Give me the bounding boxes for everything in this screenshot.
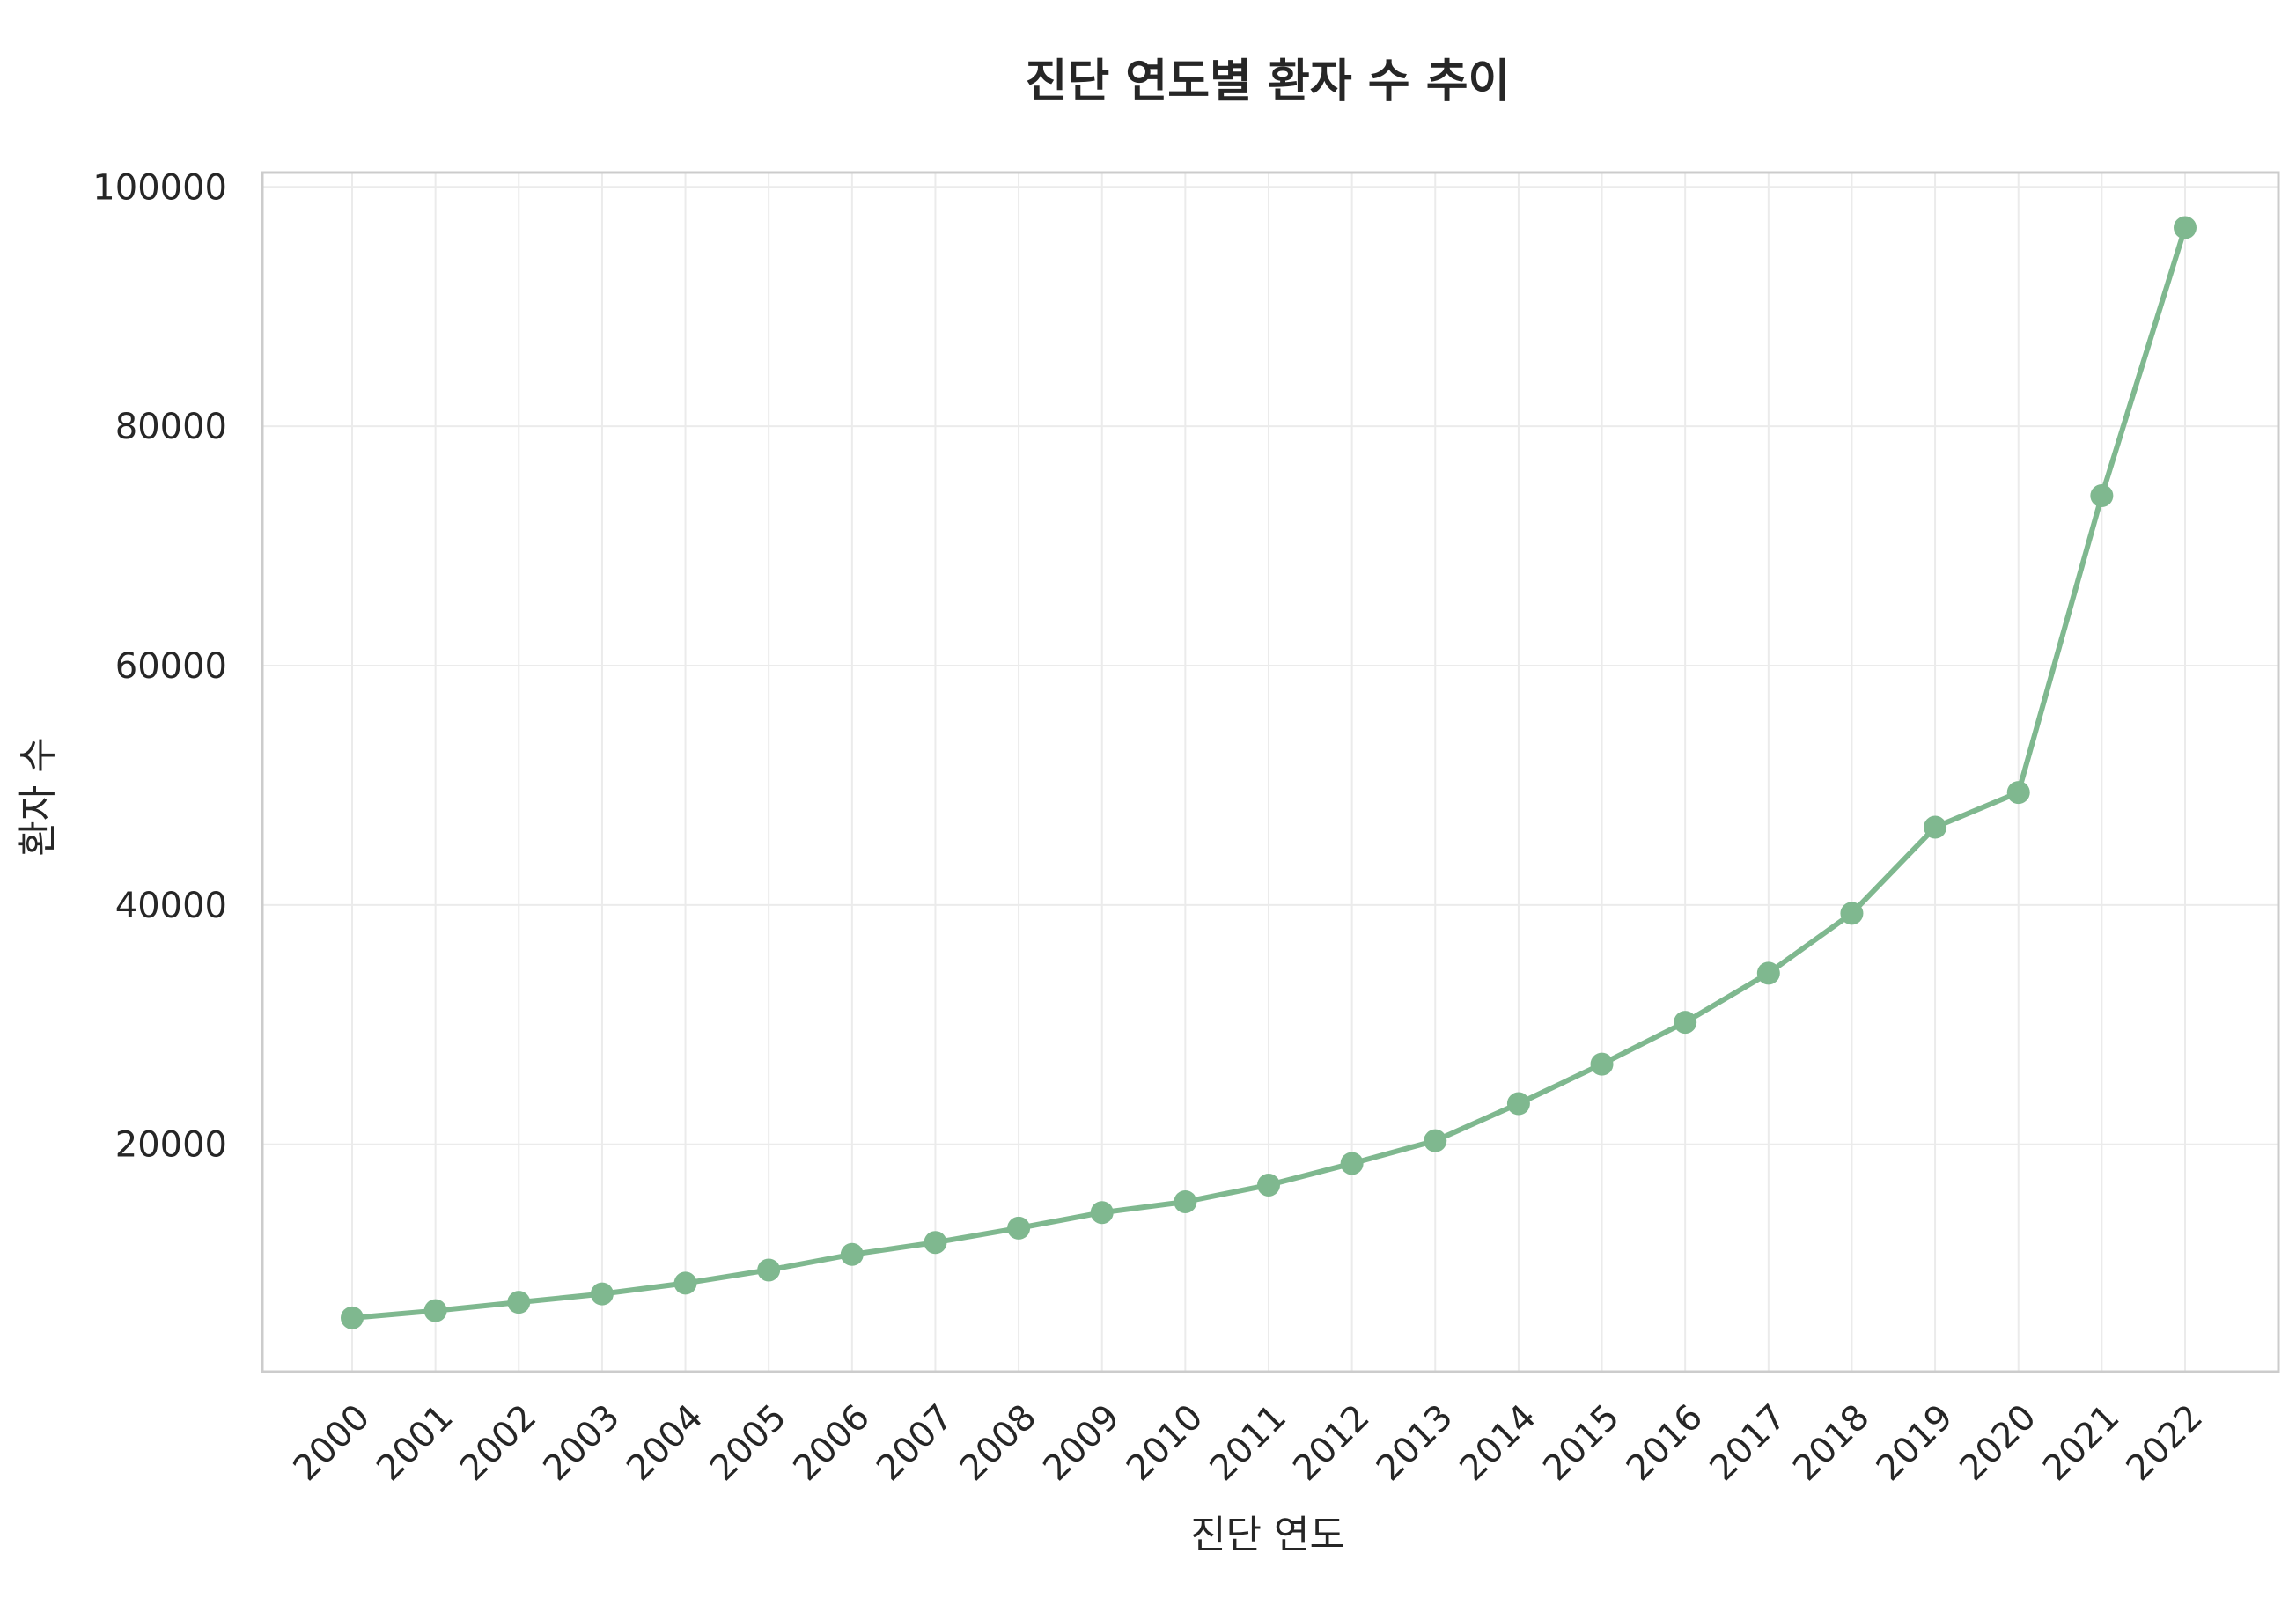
- data-point: [341, 1306, 364, 1329]
- x-tick-label: 2009: [1035, 1397, 1128, 1490]
- chart-title: 진단 연도별 환자 수 추이: [1026, 55, 1511, 108]
- x-tick-label: 2012: [1285, 1397, 1378, 1490]
- y-axis-label: 환자 수: [16, 737, 61, 856]
- x-tick-label: 2022: [2119, 1397, 2211, 1490]
- x-tick-label: 2001: [369, 1397, 461, 1490]
- x-tick-label: 2021: [2035, 1397, 2128, 1490]
- x-tick-label: 2010: [1119, 1397, 1211, 1490]
- x-tick-label: 2005: [703, 1397, 795, 1490]
- data-point: [924, 1231, 947, 1255]
- data-point: [2006, 781, 2030, 805]
- data-point: [1924, 815, 1947, 839]
- data-point: [1174, 1189, 1197, 1213]
- x-tick-label: 2018: [1785, 1397, 1878, 1490]
- y-tick-label: 100000: [92, 167, 227, 208]
- data-point: [840, 1242, 864, 1266]
- y-axis-ticks: 20000 40000 60000 80000 100000: [92, 167, 227, 1165]
- data-point: [1257, 1173, 1280, 1197]
- data-point: [1840, 902, 1864, 925]
- x-tick-label: 2016: [1619, 1397, 1711, 1490]
- x-tick-label: 2020: [1952, 1397, 2044, 1490]
- x-axis-label: 진단 연도: [1190, 1513, 1345, 1557]
- x-tick-label: 2002: [453, 1397, 545, 1490]
- series-layer: [341, 216, 2197, 1329]
- data-point: [1424, 1129, 1447, 1152]
- x-tick-label: 2019: [1869, 1397, 1961, 1490]
- data-point: [507, 1291, 531, 1314]
- grid: [262, 173, 2278, 1372]
- x-tick-label: 2017: [1702, 1397, 1794, 1490]
- x-tick-label: 2013: [1369, 1397, 1461, 1490]
- plot-frame: [261, 171, 2280, 1373]
- x-tick-label: 2000: [286, 1397, 379, 1490]
- x-tick-label: 2011: [1203, 1397, 1295, 1490]
- y-tick-label: 80000: [115, 407, 227, 447]
- x-tick-label: 2006: [785, 1397, 878, 1490]
- data-point: [1007, 1216, 1031, 1240]
- data-point: [2090, 484, 2114, 508]
- x-tick-label: 2007: [869, 1397, 961, 1490]
- data-point: [1590, 1052, 1614, 1076]
- x-tick-label: 2014: [1452, 1397, 1544, 1490]
- data-point: [1756, 961, 1780, 985]
- data-point: [2174, 216, 2197, 239]
- data-point: [673, 1271, 697, 1295]
- x-axis-ticks: 2000200120022003200420052006200720082009…: [286, 1397, 2211, 1490]
- data-point: [757, 1258, 781, 1282]
- x-tick-label: 2004: [619, 1397, 711, 1490]
- x-tick-label: 2003: [535, 1397, 628, 1490]
- data-point: [590, 1282, 614, 1306]
- y-tick-label: 60000: [115, 646, 227, 687]
- data-point: [1674, 1011, 1697, 1035]
- data-point: [1506, 1092, 1530, 1116]
- data-point: [1090, 1201, 1114, 1225]
- y-tick-label: 40000: [115, 886, 227, 926]
- data-point: [423, 1299, 447, 1322]
- y-tick-label: 20000: [115, 1125, 227, 1166]
- x-tick-label: 2008: [953, 1397, 1045, 1490]
- x-tick-label: 2015: [1535, 1397, 1628, 1490]
- data-point: [1340, 1152, 1364, 1175]
